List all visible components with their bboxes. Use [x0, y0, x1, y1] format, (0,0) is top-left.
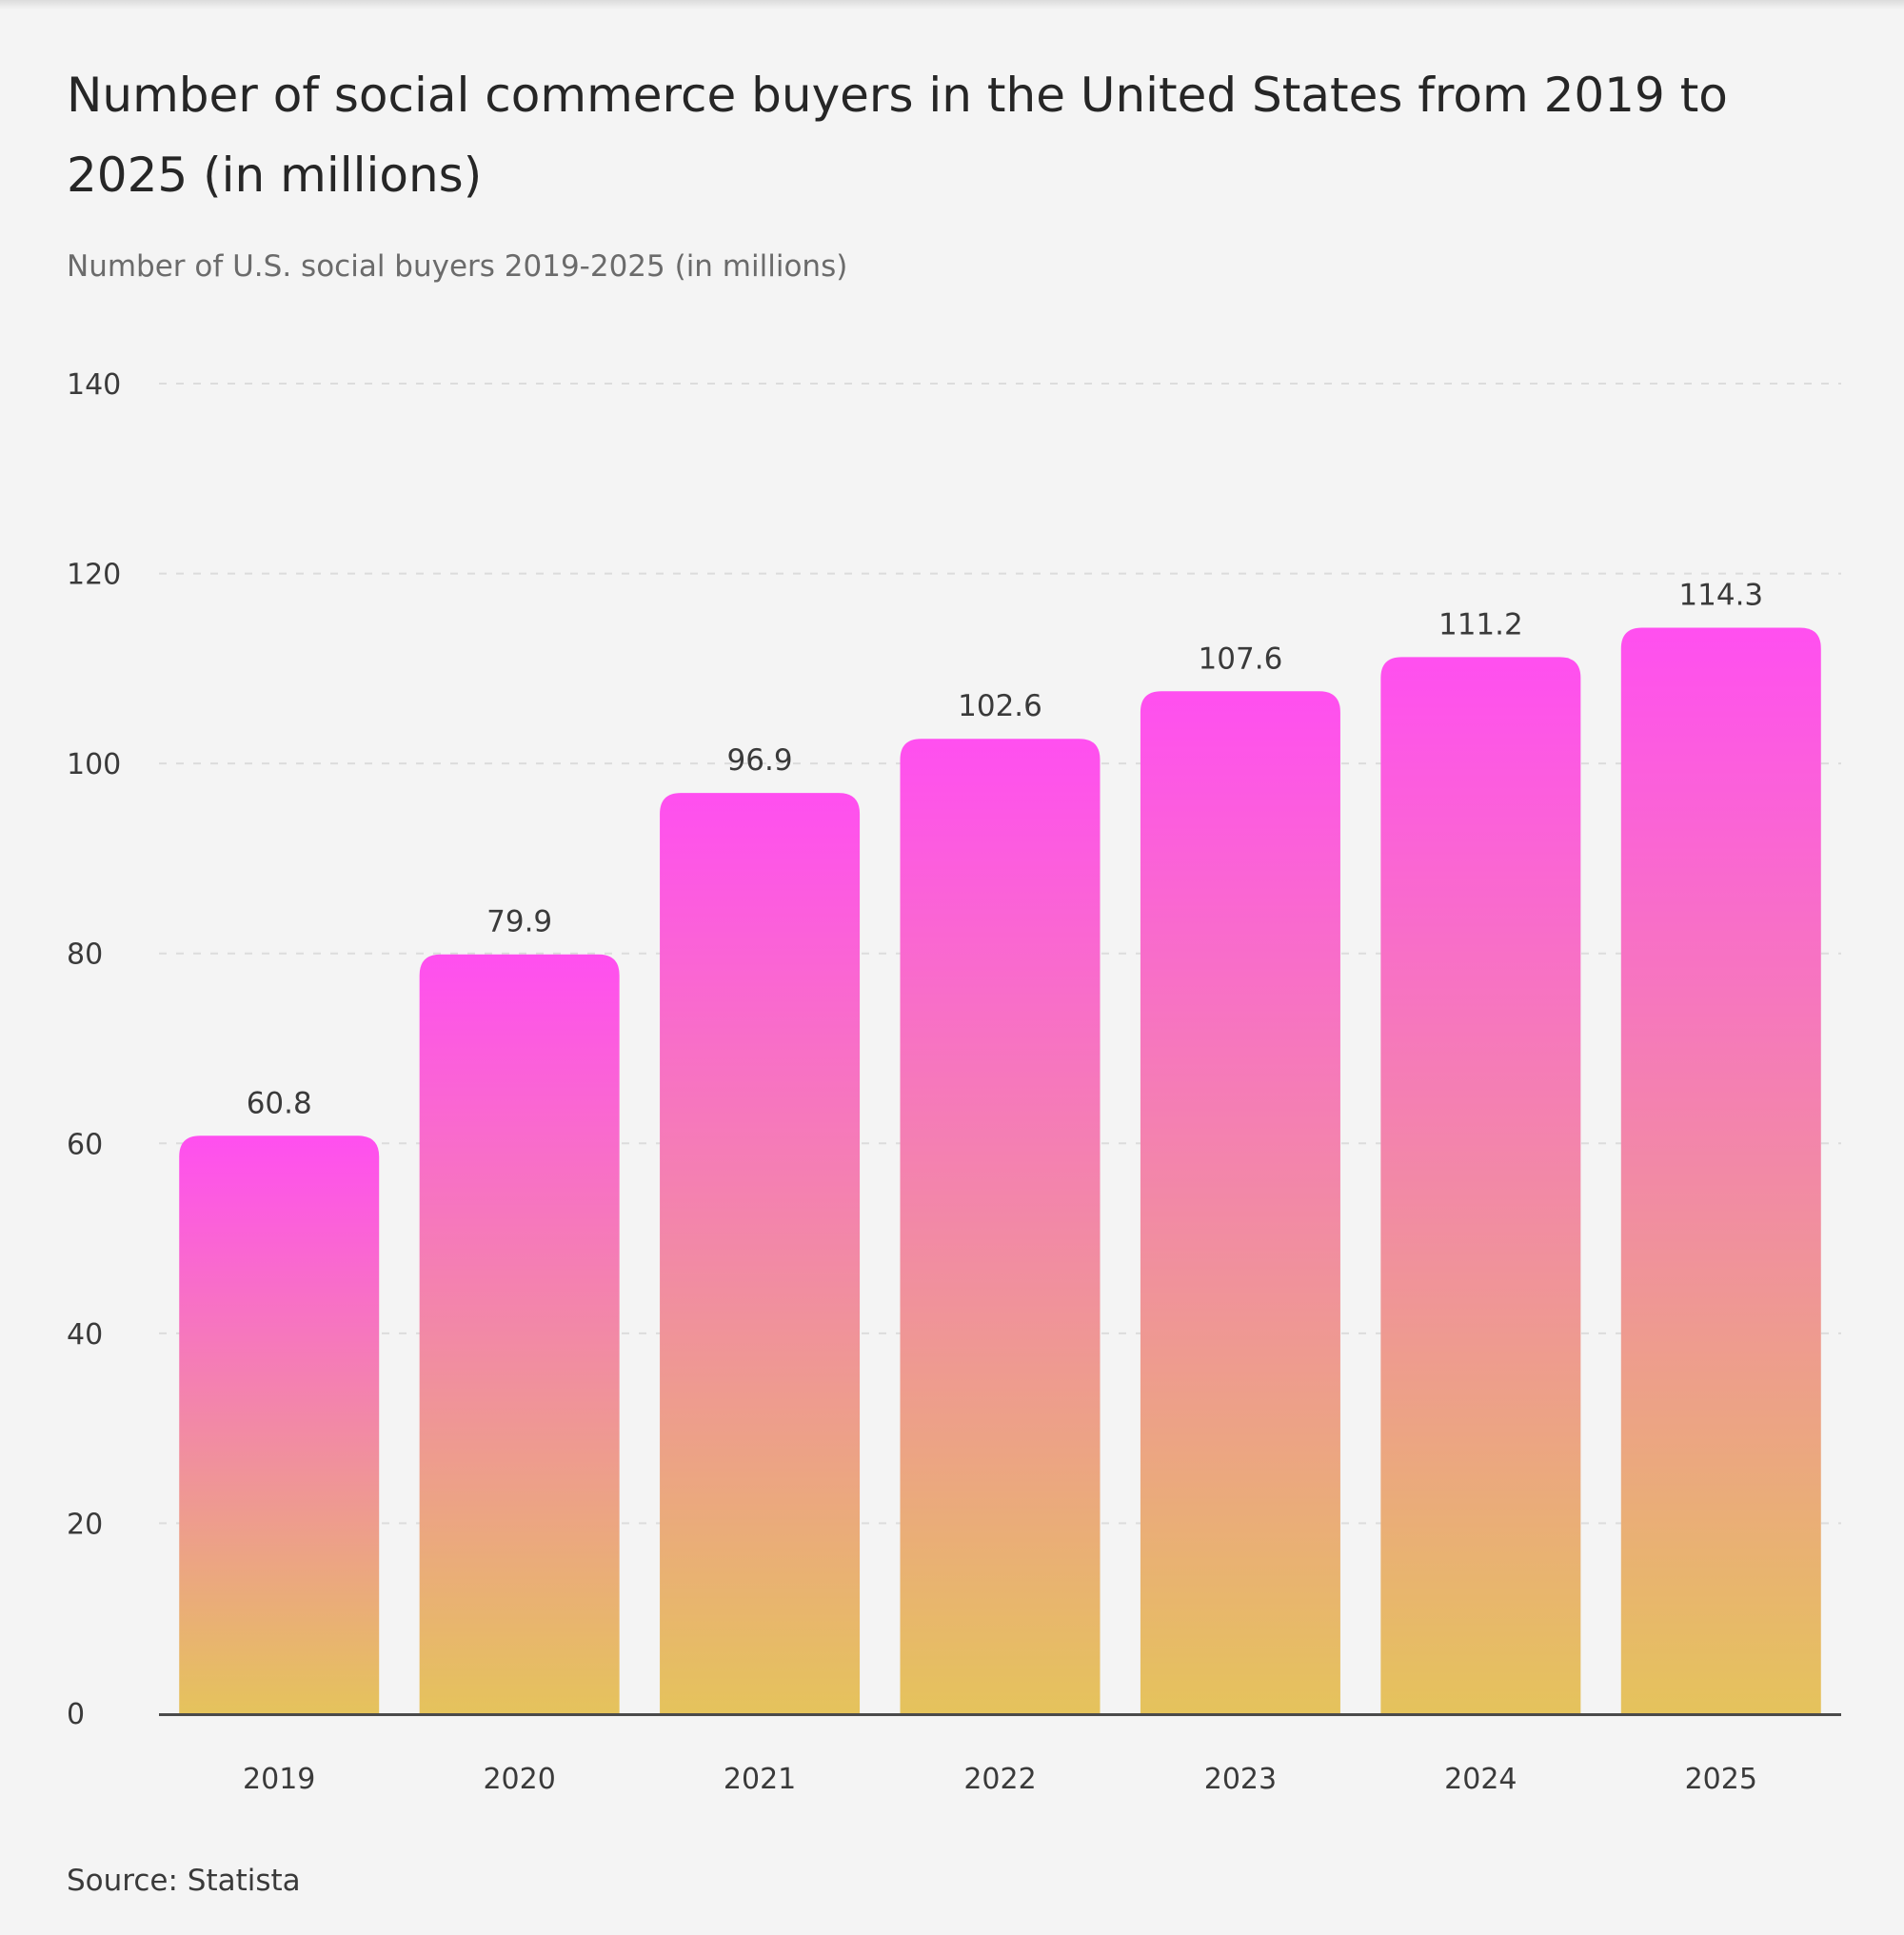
value-label-2020: 79.9 [486, 905, 552, 939]
value-label-2024: 111.2 [1438, 607, 1523, 642]
bar-2025 [1620, 627, 1821, 1714]
chart-subtitle: Number of U.S. social buyers 2019-2025 (… [67, 249, 848, 284]
y-tick-label-100: 100 [67, 748, 121, 781]
value-label-2023: 107.6 [1199, 642, 1283, 676]
bar-2021 [660, 793, 861, 1713]
chart-title: Number of social commerce buyers in the … [67, 68, 1728, 203]
bar-2023 [1140, 691, 1340, 1714]
x-tick-label-2022: 2022 [963, 1763, 1036, 1796]
axes: 0 20 40 60 80 100 120 140 2019 2020 2021 2022 2023 20… [67, 368, 1841, 1796]
x-tick-label-2019: 2019 [243, 1763, 315, 1796]
value-label-2022: 102.6 [958, 689, 1042, 723]
source-note: Source: Statista [67, 1864, 301, 1898]
x-tick-label-2021: 2021 [724, 1763, 796, 1796]
y-tick-label-80: 80 [67, 938, 103, 972]
bar-2020 [419, 954, 620, 1713]
y-tick-label-20: 20 [67, 1508, 103, 1541]
top-shadow [0, 0, 1904, 10]
x-tick-label-2020: 2020 [483, 1763, 555, 1796]
y-tick-label-40: 40 [67, 1318, 103, 1352]
value-label-2025: 114.3 [1678, 578, 1763, 612]
x-tick-label-2024: 2024 [1444, 1763, 1517, 1796]
bar-2019 [179, 1135, 380, 1713]
y-tick-label-0: 0 [67, 1698, 85, 1731]
y-tick-label-120: 120 [67, 559, 121, 592]
bars: 60.8 79.9 96.9 102.6 107.6 111.2 114.3 [179, 578, 1821, 1714]
x-tick-label-2025: 2025 [1685, 1763, 1757, 1796]
bar-2024 [1380, 657, 1581, 1714]
value-label-2019: 60.8 [247, 1086, 312, 1120]
y-tick-label-140: 140 [67, 368, 121, 402]
value-label-2021: 96.9 [727, 743, 793, 778]
bar-2022 [900, 739, 1101, 1713]
x-tick-label-2023: 2023 [1204, 1763, 1277, 1796]
y-tick-label-60: 60 [67, 1128, 103, 1161]
